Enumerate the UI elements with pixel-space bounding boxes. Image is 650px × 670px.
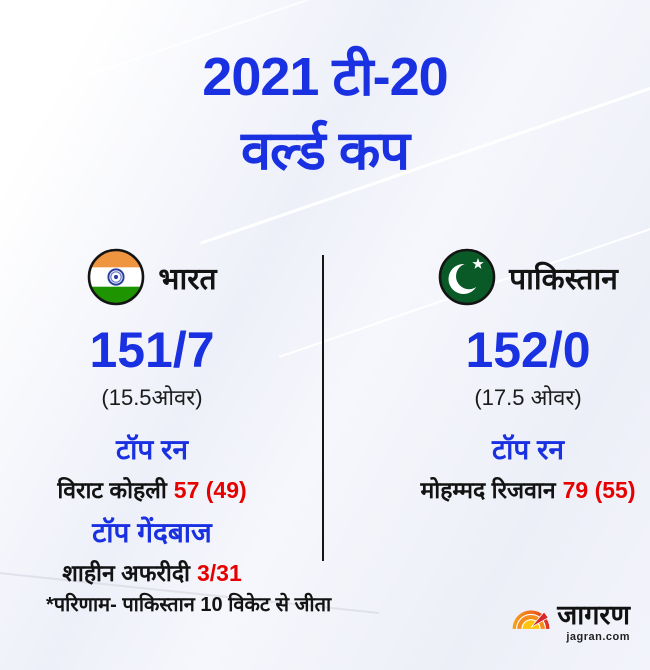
- pakistan-score: 152/0: [465, 322, 591, 378]
- title-line-1: 2021 टी-20: [202, 47, 448, 107]
- pakistan-overs: (17.5 ओवर): [474, 385, 582, 410]
- team-pakistan-column: पाकिस्तान 152/0 (17.5 ओवर) टॉप रन मोहम्म…: [398, 247, 650, 505]
- india-top-bowler-stat: शाहीन अफरीदी 3/31: [22, 556, 282, 588]
- column-divider: [322, 255, 324, 561]
- pakistan-flag-icon: [438, 248, 496, 306]
- pakistan-top-run-stat: मोहम्मद रिजवान 79 (55): [398, 473, 650, 505]
- brand-domain: jagran.com: [566, 631, 630, 643]
- stat-value: 79 (55): [562, 477, 636, 503]
- india-top-bowler-heading: टॉप गेंदबाज: [92, 517, 212, 548]
- india-flag-icon: [88, 248, 145, 306]
- team-india-name: भारत: [158, 262, 217, 296]
- team-india-column: भारत 151/7 (15.5ओवर) टॉप रन विराट कोहली 5…: [22, 247, 282, 588]
- india-top-run-stat: विराट कोहली 57 (49): [22, 473, 282, 505]
- team-india-header: भारत: [22, 247, 282, 307]
- stat-value: 57 (49): [173, 477, 247, 503]
- india-score: 151/7: [89, 322, 215, 378]
- stat-value: 3/31: [197, 560, 242, 586]
- player-name: विराट कोहली: [57, 477, 167, 503]
- india-overs: (15.5ओवर): [101, 385, 203, 410]
- jagran-logo: जागरण jagran.com: [511, 602, 630, 643]
- team-pakistan-header: पाकिस्तान: [398, 247, 650, 307]
- pakistan-top-run-heading: टॉप रन: [491, 434, 565, 465]
- player-name: मोहम्मद रिजवान: [420, 477, 556, 503]
- india-top-run-heading: टॉप रन: [115, 434, 189, 465]
- brand-name: जागरण: [557, 600, 630, 630]
- team-pakistan-name: पाकिस्तान: [509, 262, 618, 296]
- title-line-2: वर्ल्ड कप: [240, 121, 410, 182]
- player-name: शाहीन अफरीदी: [62, 560, 190, 586]
- jagran-logo-text: जागरण jagran.com: [557, 600, 630, 644]
- jagran-sun-icon: [512, 610, 550, 629]
- result-note: *परिणाम- पाकिस्तान 10 विकेट से जीता: [46, 594, 332, 616]
- page-title: 2021 टी-20 वर्ल्ड कप: [0, 46, 650, 182]
